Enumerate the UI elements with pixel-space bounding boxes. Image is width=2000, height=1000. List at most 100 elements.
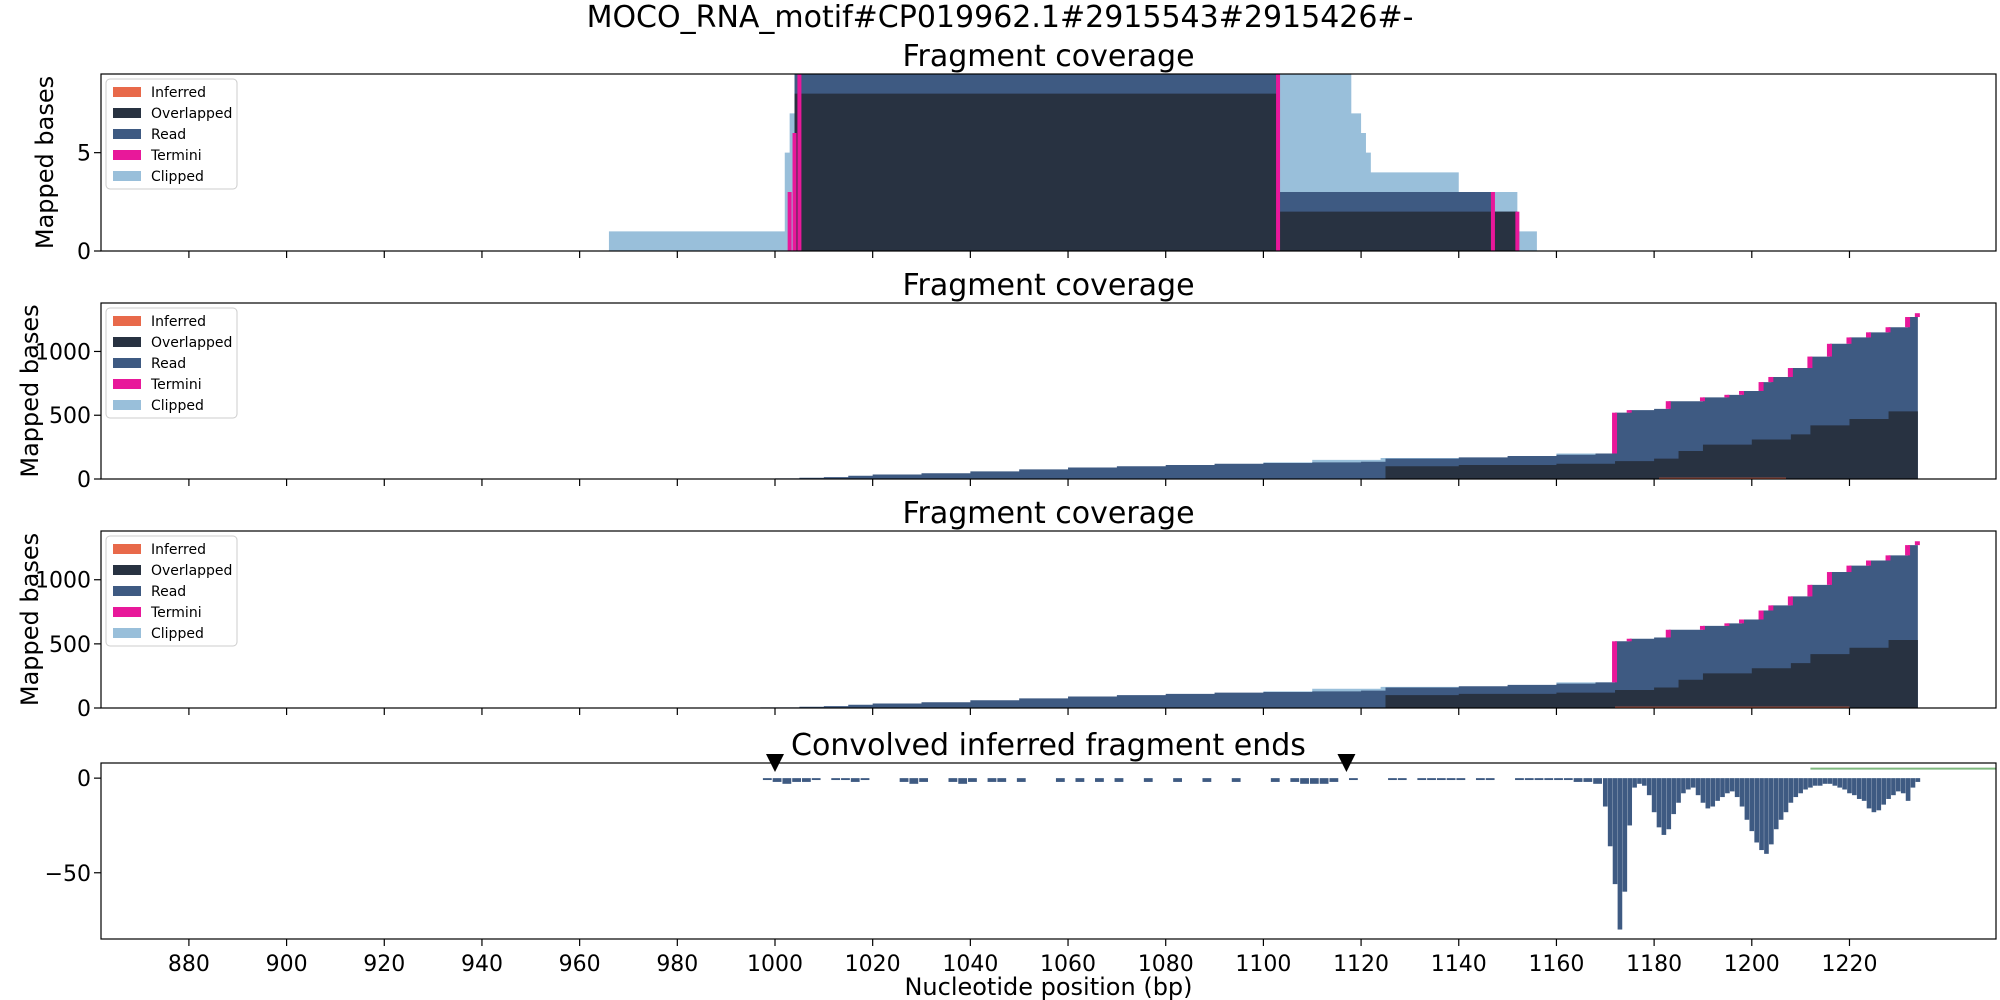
y-tick-label: 1000 bbox=[35, 569, 91, 594]
convolved-bar bbox=[1397, 778, 1407, 781]
termini-mark bbox=[1905, 317, 1911, 328]
convolved-bar bbox=[850, 778, 860, 782]
legend-label-termini: Termini bbox=[150, 377, 202, 393]
convolved-bar bbox=[1822, 778, 1828, 784]
convolved-bar bbox=[1681, 778, 1686, 794]
y-tick-label: 500 bbox=[49, 633, 91, 658]
convolved-bar bbox=[1725, 778, 1730, 794]
termini-mark bbox=[1846, 337, 1852, 344]
x-tick-label: 900 bbox=[266, 952, 308, 977]
x-tick-label: 1100 bbox=[1235, 952, 1291, 977]
overlapped-area bbox=[774, 406, 1918, 479]
x-tick-label: 880 bbox=[168, 952, 210, 977]
x-tick-label: 1000 bbox=[747, 952, 803, 977]
convolved-bar bbox=[1544, 778, 1554, 781]
termini-mark bbox=[1807, 584, 1813, 597]
convolved-bar bbox=[1348, 778, 1358, 781]
termini-mark bbox=[1724, 623, 1730, 626]
legend-swatch-overlapped bbox=[113, 337, 141, 347]
legend-label-read: Read bbox=[151, 584, 186, 600]
convolved-bar bbox=[1739, 778, 1745, 807]
legend-box bbox=[105, 535, 238, 647]
convolved-bar bbox=[1778, 778, 1784, 820]
convolved-bar bbox=[1632, 778, 1637, 788]
legend-swatch-read bbox=[113, 586, 141, 596]
convolved-bar bbox=[1832, 778, 1838, 786]
convolved-bar bbox=[1656, 778, 1662, 828]
convolved-bar bbox=[792, 778, 802, 782]
y-tick-label: 0 bbox=[77, 240, 91, 265]
convolved-bar bbox=[1715, 778, 1720, 801]
termini-mark bbox=[1866, 332, 1872, 338]
convolved-bar bbox=[968, 778, 977, 782]
x-tick-label: 1200 bbox=[1724, 952, 1780, 977]
convolved-bar bbox=[1803, 778, 1808, 790]
convolved-bar bbox=[1827, 778, 1833, 784]
x-tick-label: 960 bbox=[559, 952, 601, 977]
convolved-bar bbox=[1290, 778, 1300, 782]
convolved-bar bbox=[801, 778, 811, 782]
legend-swatch-overlapped bbox=[113, 108, 141, 118]
convolved-bar bbox=[1534, 778, 1544, 781]
convolved-bar bbox=[1055, 778, 1065, 782]
termini-mark bbox=[1739, 619, 1745, 624]
convolved-bar bbox=[1808, 778, 1813, 788]
overlapped-area bbox=[794, 93, 1518, 251]
convolved-bar bbox=[1485, 778, 1495, 781]
termini-mark bbox=[787, 192, 792, 251]
figure-suptitle: MOCO_RNA_motif#CP019962.1#2915543#291542… bbox=[587, 0, 1414, 35]
legend-swatch-read bbox=[113, 129, 141, 139]
convolved-bar bbox=[1270, 778, 1280, 782]
legend-swatch-clipped bbox=[113, 628, 141, 638]
convolved-bar bbox=[811, 778, 821, 781]
legend-label-termini: Termini bbox=[150, 605, 202, 621]
overlapped-area bbox=[760, 634, 1918, 708]
x-tick-label: 1220 bbox=[1821, 952, 1877, 977]
convolved-bar bbox=[1690, 778, 1696, 788]
termini-mark bbox=[1665, 629, 1671, 638]
legend-swatch-inferred bbox=[113, 316, 141, 326]
panel-title: Fragment coverage bbox=[902, 496, 1194, 531]
legend-label-inferred: Inferred bbox=[151, 542, 206, 558]
convolved-bar bbox=[1905, 778, 1911, 801]
convolved-bar bbox=[1793, 778, 1799, 798]
legend-swatch-termini bbox=[113, 607, 141, 617]
convolved-bar bbox=[1436, 778, 1446, 781]
convolved-bar bbox=[1627, 778, 1633, 826]
plot-area bbox=[760, 539, 1920, 708]
convolved-bar bbox=[1563, 778, 1573, 781]
convolved-bar bbox=[1900, 778, 1906, 794]
convolved-bar bbox=[1143, 778, 1153, 782]
convolved-bar bbox=[1642, 778, 1647, 786]
convolved-bar bbox=[1427, 778, 1436, 781]
convolved-bar bbox=[1754, 778, 1760, 843]
convolved-bar bbox=[1749, 778, 1755, 832]
convolved-bar bbox=[1861, 778, 1867, 801]
legend-label-inferred: Inferred bbox=[151, 85, 206, 101]
convolved-bar bbox=[1710, 778, 1716, 807]
y-tick-label: −50 bbox=[45, 862, 91, 887]
y-tick-label: 5 bbox=[77, 142, 91, 167]
read-area bbox=[760, 541, 1918, 708]
convolved-bar bbox=[1817, 778, 1823, 786]
convolved-bar bbox=[1637, 778, 1642, 784]
termini-mark bbox=[1612, 412, 1618, 454]
convolved-bar bbox=[1417, 778, 1427, 781]
panel-frame bbox=[100, 530, 1997, 709]
convolved-bar bbox=[997, 778, 1007, 782]
convolved-bar bbox=[1573, 778, 1583, 782]
termini-mark bbox=[1905, 545, 1911, 556]
legend-label-read: Read bbox=[151, 356, 186, 372]
termini-mark bbox=[1768, 376, 1774, 383]
convolved-bar bbox=[1910, 778, 1916, 788]
convolved-bar bbox=[1871, 778, 1877, 813]
x-tick-label: 920 bbox=[363, 952, 405, 977]
termini-mark bbox=[1612, 641, 1618, 683]
legend-label-read: Read bbox=[151, 127, 186, 143]
inferred-area bbox=[1615, 706, 1850, 708]
y-axis-label: Mapped bases bbox=[31, 76, 59, 249]
y-tick-label: 0 bbox=[77, 767, 91, 792]
convolved-bar bbox=[841, 778, 850, 781]
panel-title: Convolved inferred fragment ends bbox=[791, 728, 1306, 763]
convolved-bar bbox=[1202, 778, 1212, 782]
